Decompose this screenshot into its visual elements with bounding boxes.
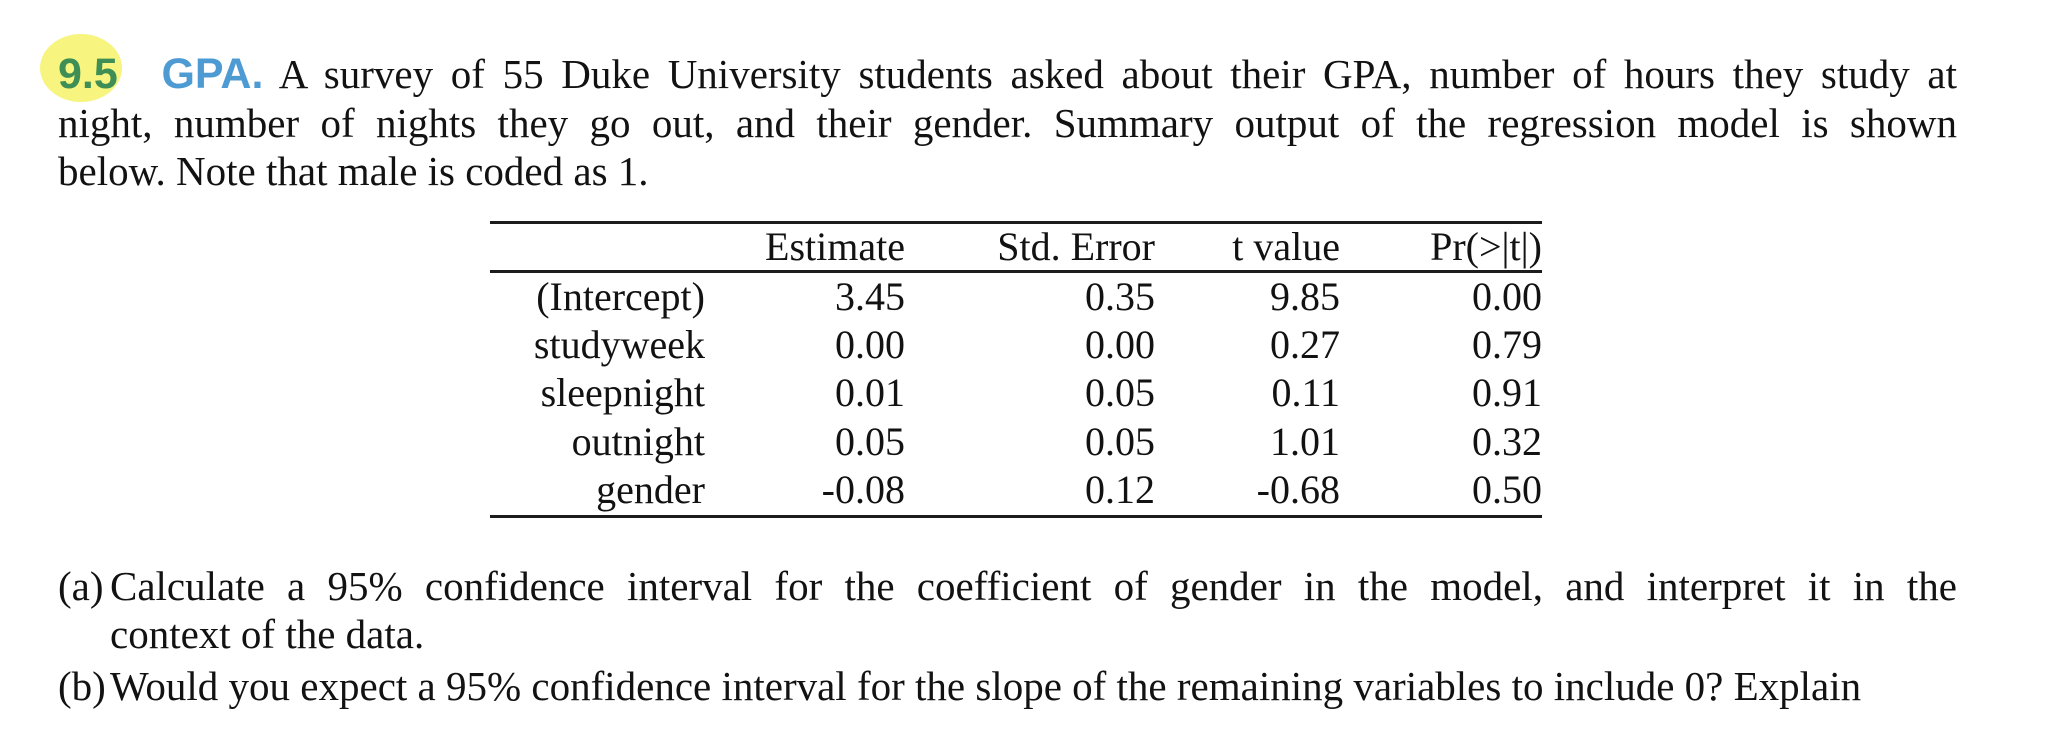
table-row: sleepnight 0.01 0.05 0.11 0.91 xyxy=(490,369,1542,417)
col-header-pr: Pr(>|t|) xyxy=(1340,220,1542,273)
part-b-label: (b) xyxy=(58,662,106,709)
col-header-std-error: Std. Error xyxy=(905,220,1155,273)
cell-estimate: -0.08 xyxy=(705,466,905,518)
cell-pr: 0.32 xyxy=(1472,418,1542,464)
exercise-intro: 9.5 GPA. A survey of 55 Duke University … xyxy=(40,34,1958,196)
exercise-number: 9.5 xyxy=(40,34,122,102)
row-label: sleepnight xyxy=(540,370,705,416)
cell-estimate: 0.01 xyxy=(835,370,905,416)
table-row: studyweek 0.00 0.00 0.27 0.79 xyxy=(490,321,1542,369)
cell-t-value: 0.27 xyxy=(1270,321,1340,367)
part-a-label: (a) xyxy=(58,562,104,609)
intro-line-3: below. Note that male is coded as 1. xyxy=(58,148,649,194)
exercise-number-text: 9.5 xyxy=(58,50,118,98)
cell-std-error: 0.35 xyxy=(1085,273,1155,319)
table-row: outnight 0.05 0.05 1.01 0.32 xyxy=(490,418,1542,466)
intro-line-1: 9.5 GPA. A survey of 55 Duke University … xyxy=(40,34,1958,102)
cell-t-value: 9.85 xyxy=(1270,273,1340,319)
part-a-line-1: Calculate a 95% confidence interval for … xyxy=(110,562,1957,609)
cell-t-value: 0.11 xyxy=(1271,370,1340,416)
row-label: (Intercept) xyxy=(536,273,705,319)
exercise-parts: (a) Calculate a 95% confidence interval … xyxy=(58,562,1957,711)
part-b-line-1: Would you expect a 95% confidence interv… xyxy=(110,662,1862,709)
regression-summary-table: Estimate Std. Error t value Pr(>|t|) (In… xyxy=(490,220,1542,518)
col-header-t-value: t value xyxy=(1155,220,1340,273)
exercise-title: GPA. xyxy=(161,50,264,98)
cell-pr: 0.00 xyxy=(1472,273,1542,319)
table-row: (Intercept) 3.45 0.35 9.85 0.00 xyxy=(490,271,1542,321)
cell-t-value: -0.68 xyxy=(1155,466,1340,518)
intro-text-1: A survey of 55 Duke University students … xyxy=(278,51,1958,97)
cell-pr: 0.91 xyxy=(1472,370,1542,416)
cell-estimate: 0.00 xyxy=(835,321,905,367)
part-a: (a) Calculate a 95% confidence interval … xyxy=(58,562,1957,659)
cell-std-error: 0.12 xyxy=(905,466,1155,518)
intro-line-2: night, number of nights they go out, and… xyxy=(58,99,1957,146)
row-label: gender xyxy=(490,466,705,518)
col-header-estimate: Estimate xyxy=(705,220,905,273)
table-header-row: Estimate Std. Error t value Pr(>|t|) xyxy=(490,220,1542,273)
cell-t-value: 1.01 xyxy=(1270,418,1340,464)
cell-std-error: 0.00 xyxy=(1085,321,1155,367)
row-label: outnight xyxy=(571,418,705,464)
cell-std-error: 0.05 xyxy=(1085,370,1155,416)
part-a-line-2: context of the data. xyxy=(110,611,425,658)
part-b: (b) Would you expect a 95% confidence in… xyxy=(58,662,1957,711)
cell-estimate: 3.45 xyxy=(835,273,905,319)
cell-pr: 0.79 xyxy=(1472,321,1542,367)
cell-estimate: 0.05 xyxy=(835,418,905,464)
row-label: studyweek xyxy=(533,321,705,367)
table-row: gender -0.08 0.12 -0.68 0.50 xyxy=(490,466,1542,518)
row-label-header xyxy=(490,220,705,273)
cell-std-error: 0.05 xyxy=(1085,418,1155,464)
cell-pr: 0.50 xyxy=(1340,466,1542,518)
